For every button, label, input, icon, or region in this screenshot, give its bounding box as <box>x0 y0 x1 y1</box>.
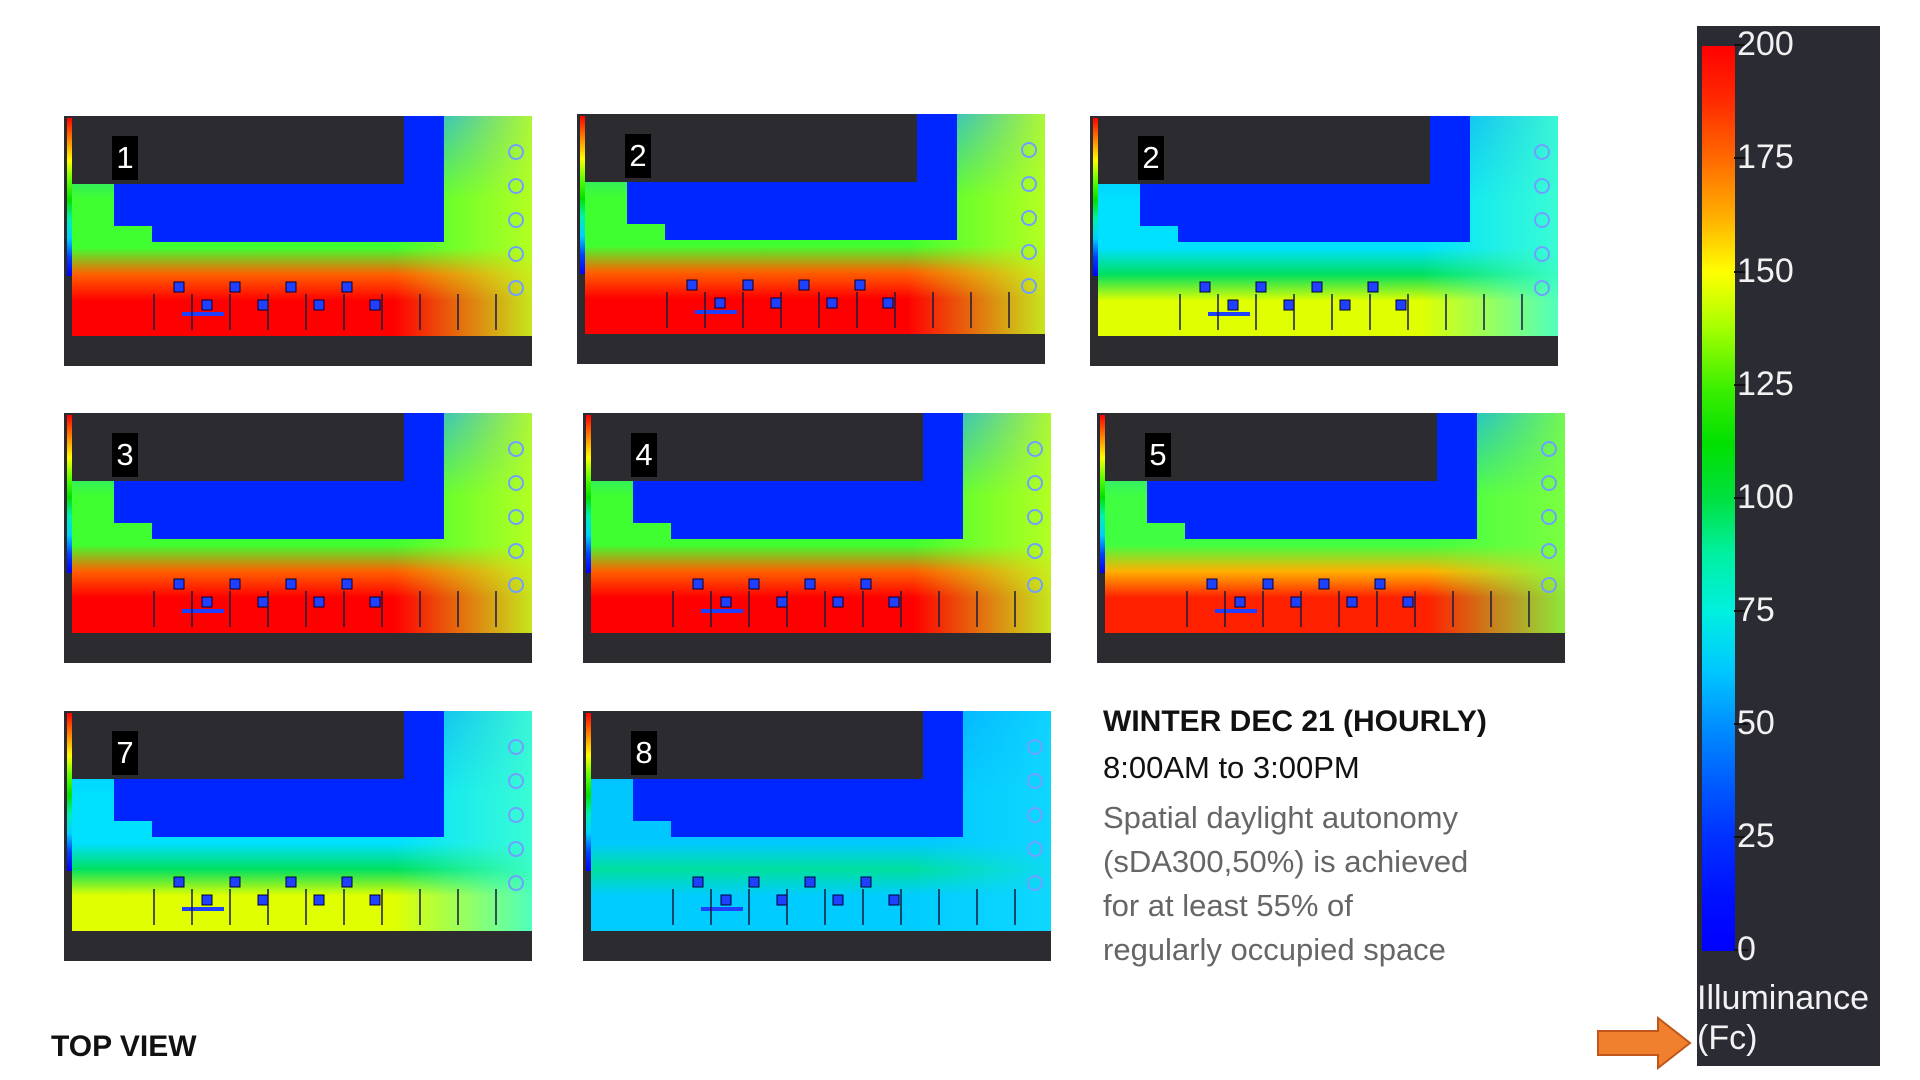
panel-number: 7 <box>112 731 138 775</box>
legend-value: 125 <box>1737 365 1794 403</box>
caption-description: Spatial daylight autonomy (sDA300,50%) i… <box>1103 796 1523 972</box>
legend-value: 175 <box>1737 138 1794 176</box>
simulation-panel-4: 4 <box>583 413 1051 663</box>
illuminance-map <box>577 114 1045 364</box>
legend-value: 100 <box>1737 478 1794 516</box>
simulation-panel-7: 7 <box>64 711 532 961</box>
illuminance-map <box>583 711 1051 961</box>
panel-number: 2 <box>1138 136 1164 180</box>
simulation-panel-2b: 2 <box>1090 116 1558 366</box>
simulation-panel-3: 3 <box>64 413 532 663</box>
panel-number: 2 <box>625 134 651 178</box>
legend-tick <box>1734 44 1748 46</box>
illuminance-map <box>583 413 1051 663</box>
legend-title: Illuminance (Fc) <box>1697 978 1869 1058</box>
legend-tick <box>1734 157 1748 159</box>
panel-number: 3 <box>112 433 138 477</box>
legend-tick <box>1734 271 1748 273</box>
legend-value: 50 <box>1737 704 1775 742</box>
illuminance-map <box>64 413 532 663</box>
illuminance-map <box>64 711 532 961</box>
illuminance-legend: 200 175 150 125 100 75 50 25 0 Illuminan… <box>1697 26 1880 1066</box>
top-view-label: TOP VIEW <box>51 1030 197 1063</box>
illuminance-map <box>1090 116 1558 366</box>
legend-value: 75 <box>1737 591 1775 629</box>
legend-tick <box>1734 836 1748 838</box>
mini-color-scale <box>580 116 585 274</box>
legend-tick <box>1734 723 1748 725</box>
legend-title-line: Illuminance <box>1697 979 1869 1017</box>
legend-value: 25 <box>1737 817 1775 855</box>
legend-tick <box>1734 610 1748 612</box>
caption-line: for at least 55% of <box>1103 888 1353 923</box>
legend-title-line: (Fc) <box>1697 1019 1758 1057</box>
illuminance-map <box>1097 413 1565 663</box>
simulation-panel-1: 1 <box>64 116 532 366</box>
panel-number: 5 <box>1145 433 1171 477</box>
legend-tick <box>1734 949 1748 951</box>
mini-color-scale <box>67 415 72 573</box>
caption-line: regularly occupied space <box>1103 932 1446 967</box>
simulation-panel-2a: 2 <box>577 114 1045 364</box>
mini-color-scale <box>586 415 591 573</box>
caption-time-range: 8:00AM to 3:00PM <box>1103 750 1360 785</box>
legend-value: 150 <box>1737 252 1794 290</box>
panel-number: 1 <box>112 136 138 180</box>
legend-color-bar <box>1702 46 1735 951</box>
caption-title: WINTER DEC 21 (HOURLY) <box>1103 705 1487 738</box>
mini-color-scale <box>67 713 72 871</box>
caption-line: (sDA300,50%) is achieved <box>1103 844 1469 879</box>
caption-line: Spatial daylight autonomy <box>1103 800 1459 835</box>
illuminance-map <box>64 116 532 366</box>
mini-color-scale <box>67 118 72 276</box>
panel-number: 4 <box>631 433 657 477</box>
simulation-panel-5: 5 <box>1097 413 1565 663</box>
arrow-right-icon <box>1597 1016 1692 1070</box>
mini-color-scale <box>1100 415 1105 573</box>
mini-color-scale <box>586 713 591 871</box>
mini-color-scale <box>1093 118 1098 276</box>
simulation-panel-8: 8 <box>583 711 1051 961</box>
legend-tick <box>1734 384 1748 386</box>
legend-value: 0 <box>1737 930 1756 968</box>
panel-number: 8 <box>631 731 657 775</box>
legend-value: 200 <box>1737 25 1794 63</box>
legend-tick <box>1734 497 1748 499</box>
